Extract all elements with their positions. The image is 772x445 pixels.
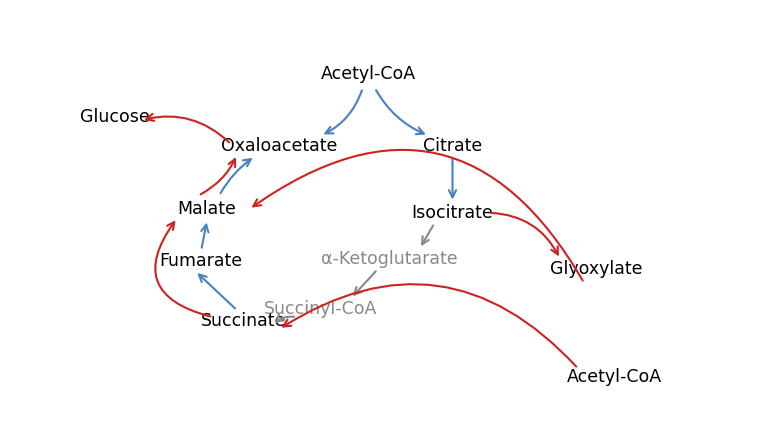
Text: Fumarate: Fumarate <box>160 252 242 270</box>
Text: Succinyl-CoA: Succinyl-CoA <box>264 299 378 318</box>
Text: Acetyl-CoA: Acetyl-CoA <box>567 368 662 386</box>
Text: Citrate: Citrate <box>423 137 482 155</box>
Text: α-Ketoglutarate: α-Ketoglutarate <box>321 250 458 268</box>
Text: Isocitrate: Isocitrate <box>411 204 493 222</box>
Text: Oxaloacetate: Oxaloacetate <box>221 137 337 155</box>
Text: Glucose: Glucose <box>80 108 149 126</box>
Text: Glyoxylate: Glyoxylate <box>550 260 642 278</box>
Text: Succinate: Succinate <box>201 312 286 330</box>
Text: Malate: Malate <box>178 200 237 218</box>
Text: Acetyl-CoA: Acetyl-CoA <box>321 65 416 83</box>
